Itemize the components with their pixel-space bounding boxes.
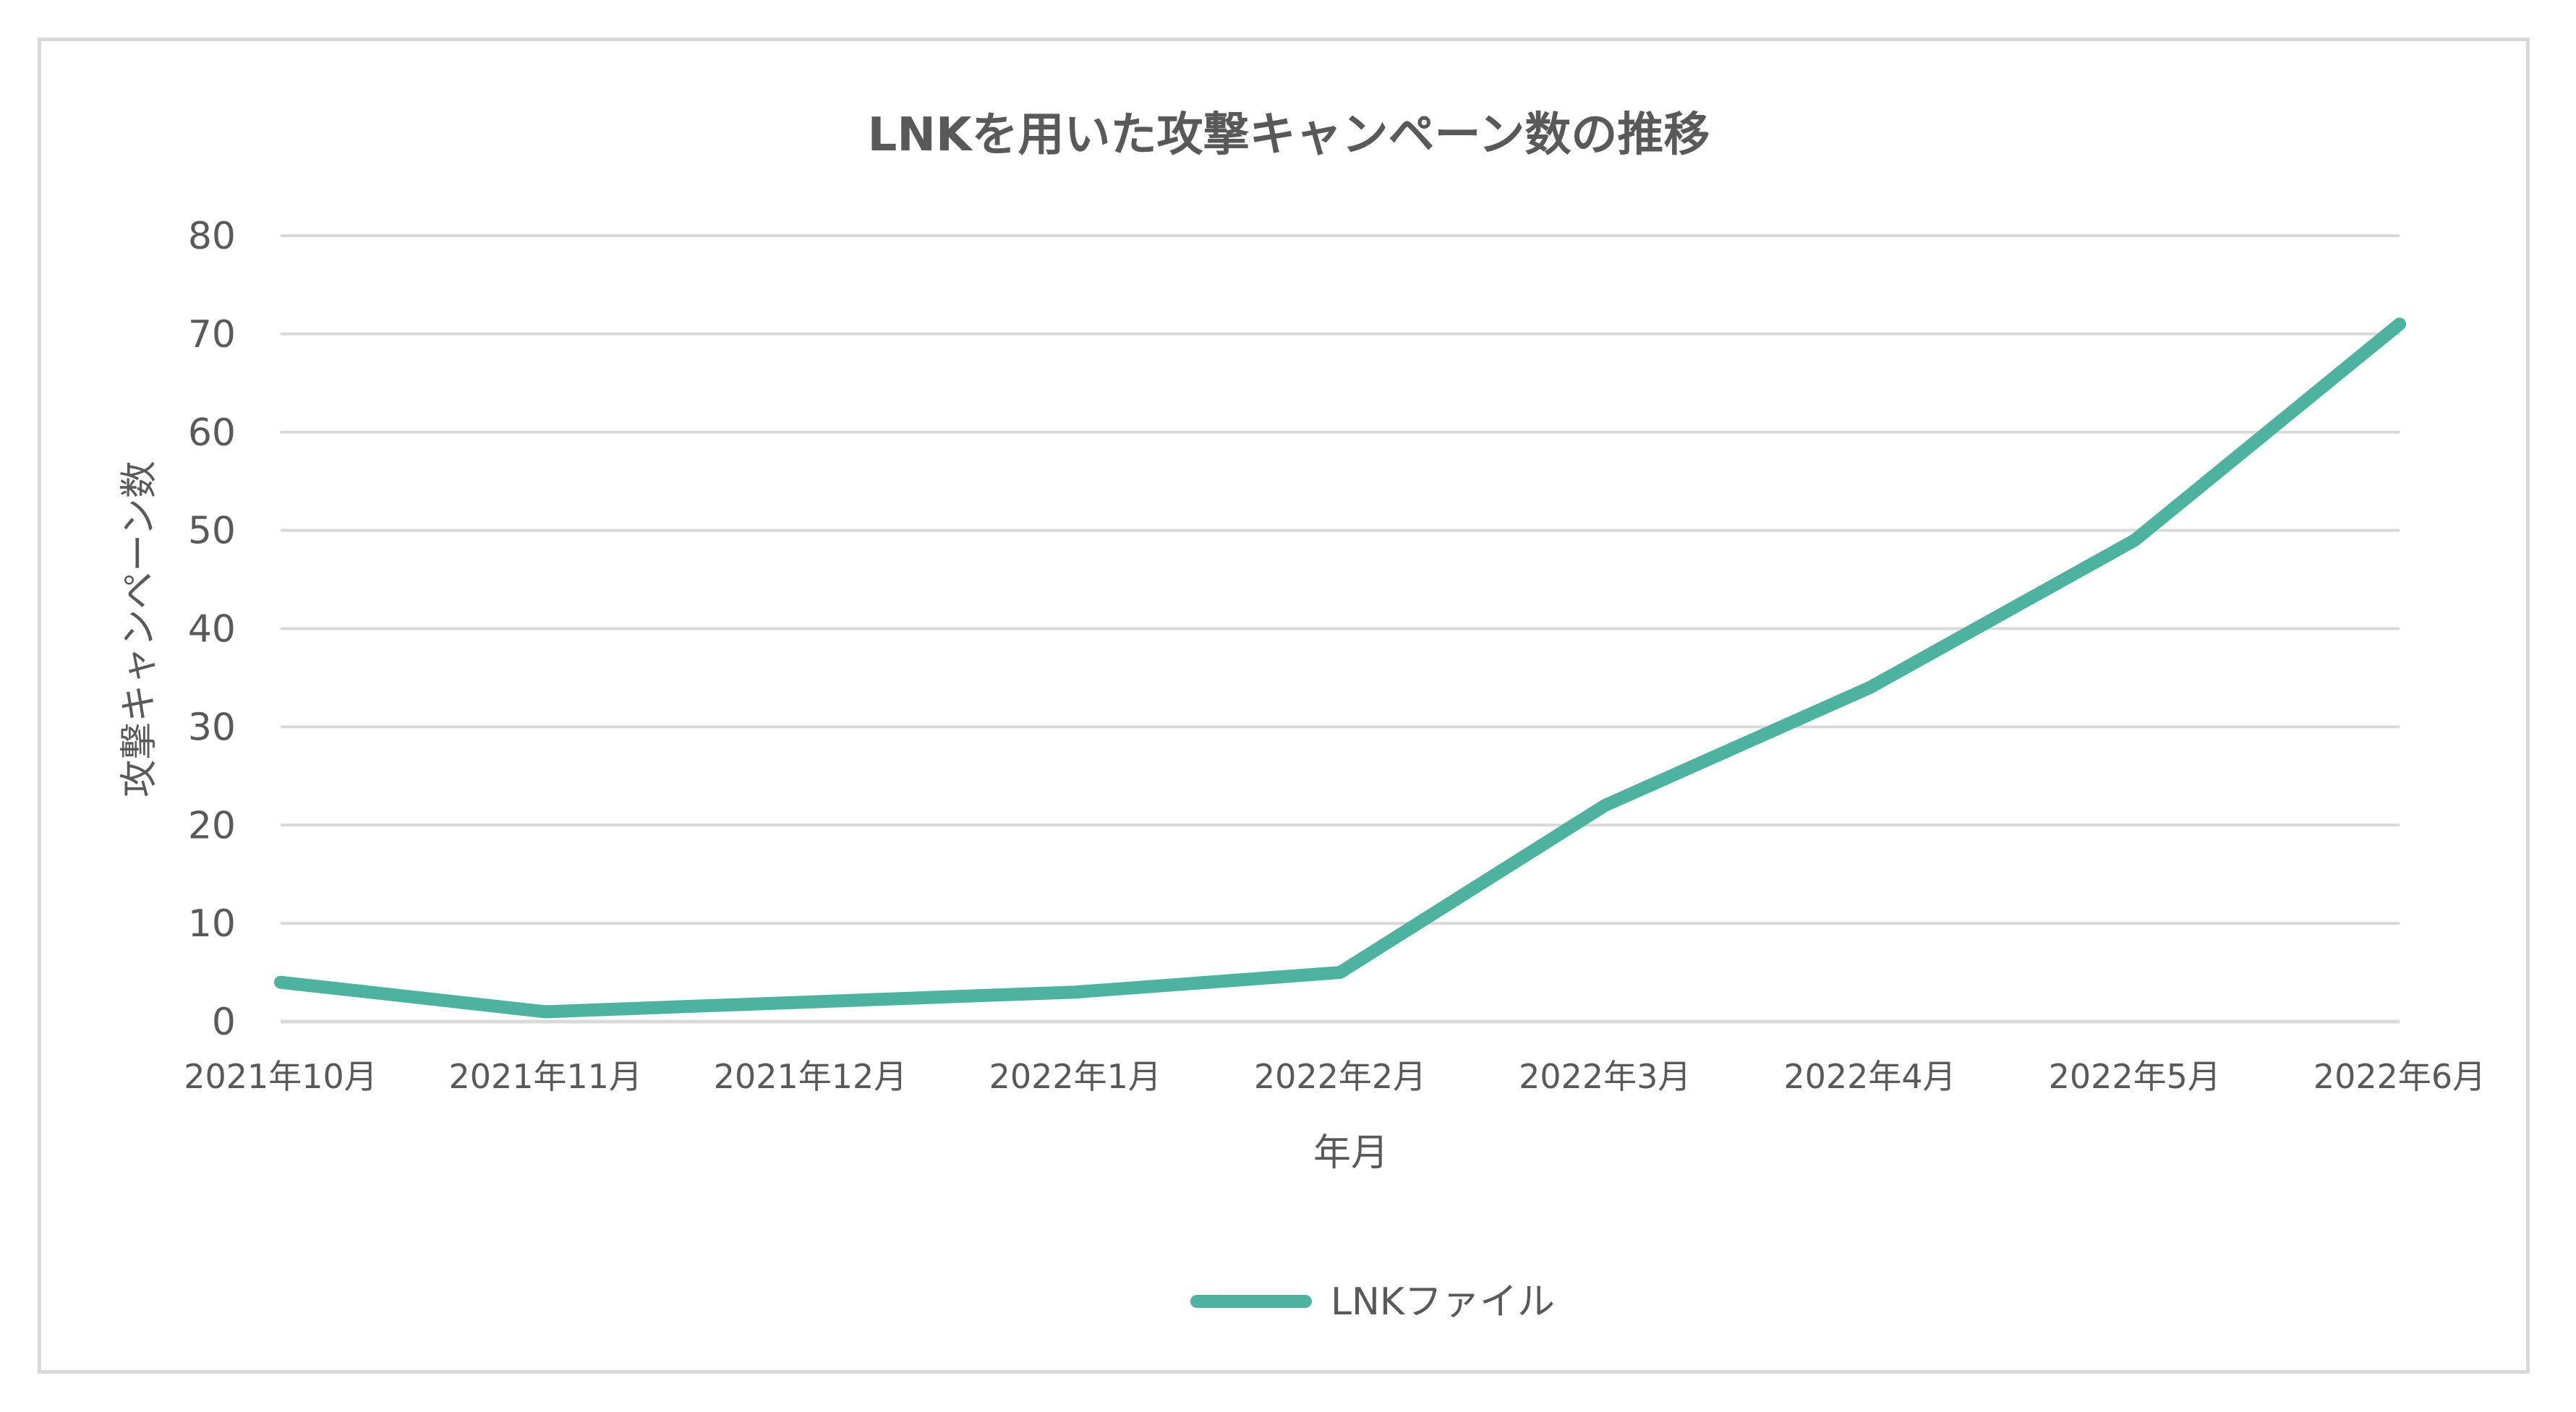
- data-point-0-1: [545, 1011, 547, 1013]
- gridlines: [281, 234, 2400, 1024]
- x-tick-label-5: 2022年3月: [1519, 1057, 1691, 1096]
- series-layer: [274, 317, 2406, 1019]
- x-axis-tick-labels: 2021年10月 2021年11月 2021年12月 2022年1月 2022年2月 20…: [184, 1057, 2486, 1096]
- y-axis-tick-labels: 0 10 20 30 40 50 60 70 80: [188, 215, 236, 1044]
- y-tick-label-20: 20: [188, 804, 236, 847]
- x-tick-label-0: 2021年10月: [184, 1057, 378, 1096]
- y-tick-label-60: 60: [188, 411, 236, 455]
- x-tick-label-7: 2022年5月: [2049, 1057, 2221, 1096]
- y-tick-label-50: 50: [188, 510, 236, 553]
- data-point-0-2: [809, 1001, 811, 1003]
- chart-frame: [38, 38, 2530, 1374]
- legend-label-lnk-file: LNKファイル: [1331, 1280, 1555, 1324]
- y-tick-label-70: 70: [188, 313, 236, 356]
- data-point-0-3: [1074, 991, 1076, 993]
- data-point-0-7: [2133, 539, 2136, 542]
- x-axis-title: 年月: [1313, 1131, 1389, 1175]
- data-point-0-5: [1604, 805, 1606, 807]
- data-point-0-4: [1339, 972, 1341, 974]
- chart-title: LNKを用いた攻撃キャンペーン数の推移: [868, 108, 1710, 162]
- x-tick-label-4: 2022年2月: [1254, 1057, 1426, 1096]
- series-line-0: [274, 317, 2406, 1019]
- y-tick-label-80: 80: [188, 215, 236, 258]
- x-tick-label-2: 2021年12月: [714, 1057, 908, 1096]
- y-tick-label-40: 40: [188, 608, 236, 651]
- y-axis-title: 攻撃キャンペーン数: [118, 461, 161, 797]
- x-tick-label-1: 2021年11月: [448, 1057, 642, 1096]
- x-tick-label-8: 2022年6月: [2313, 1057, 2486, 1096]
- data-point-0-0: [280, 981, 281, 983]
- legend: LNKファイル: [1190, 1280, 1555, 1324]
- y-tick-label-0: 0: [212, 1001, 236, 1044]
- x-tick-label-6: 2022年4月: [1783, 1057, 1956, 1096]
- x-tick-label-3: 2022年1月: [989, 1057, 1161, 1096]
- y-tick-label-30: 30: [188, 706, 236, 749]
- y-tick-label-10: 10: [188, 902, 236, 946]
- data-point-0-6: [1869, 687, 1871, 689]
- data-point-0-8: [2399, 323, 2400, 325]
